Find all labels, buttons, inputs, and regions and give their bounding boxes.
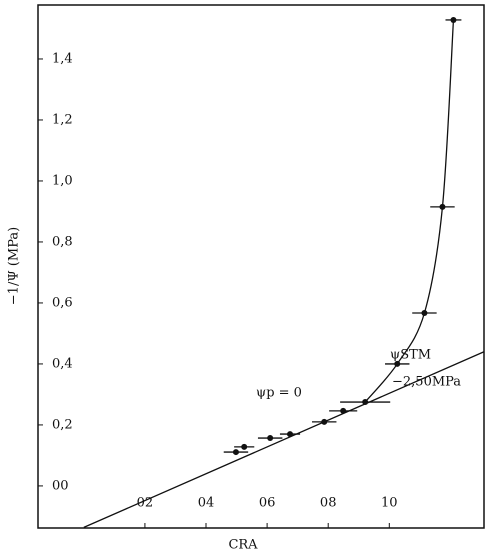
- x-tick-label: 06: [259, 496, 276, 511]
- fit-line: [83, 351, 485, 528]
- y-tick-label: 0,2: [52, 417, 73, 432]
- y-tick-label: 00: [52, 478, 69, 493]
- x-tick-label: 10: [381, 496, 398, 511]
- point: [321, 418, 328, 425]
- y-tick-label: 1,2: [52, 112, 73, 127]
- point: [232, 449, 239, 456]
- annotation: −2,50MPa: [392, 375, 461, 390]
- y-tick-label: 1,4: [52, 51, 73, 66]
- curve: [364, 19, 455, 403]
- point: [241, 443, 248, 450]
- annotation: ψSTM: [390, 348, 431, 363]
- y-axis-label: −1/Ψ (MPa): [7, 227, 22, 305]
- point: [340, 407, 347, 414]
- y-tick-label: 0,4: [52, 356, 73, 371]
- y-tick-label: 0,8: [52, 234, 73, 249]
- point: [439, 203, 446, 210]
- x-tick-label: 04: [198, 496, 215, 511]
- plot-frame: [37, 4, 485, 529]
- point: [362, 399, 369, 406]
- point: [287, 431, 294, 438]
- y-tick-label: 0,6: [52, 295, 73, 310]
- x-axis-label: CRA: [228, 538, 258, 553]
- annotation: ψp = 0: [256, 386, 302, 401]
- point: [450, 16, 457, 23]
- x-tick-label: 08: [320, 496, 337, 511]
- point: [267, 435, 274, 442]
- point: [394, 360, 401, 367]
- point: [421, 310, 428, 317]
- y-tick-label: 1,0: [52, 173, 73, 188]
